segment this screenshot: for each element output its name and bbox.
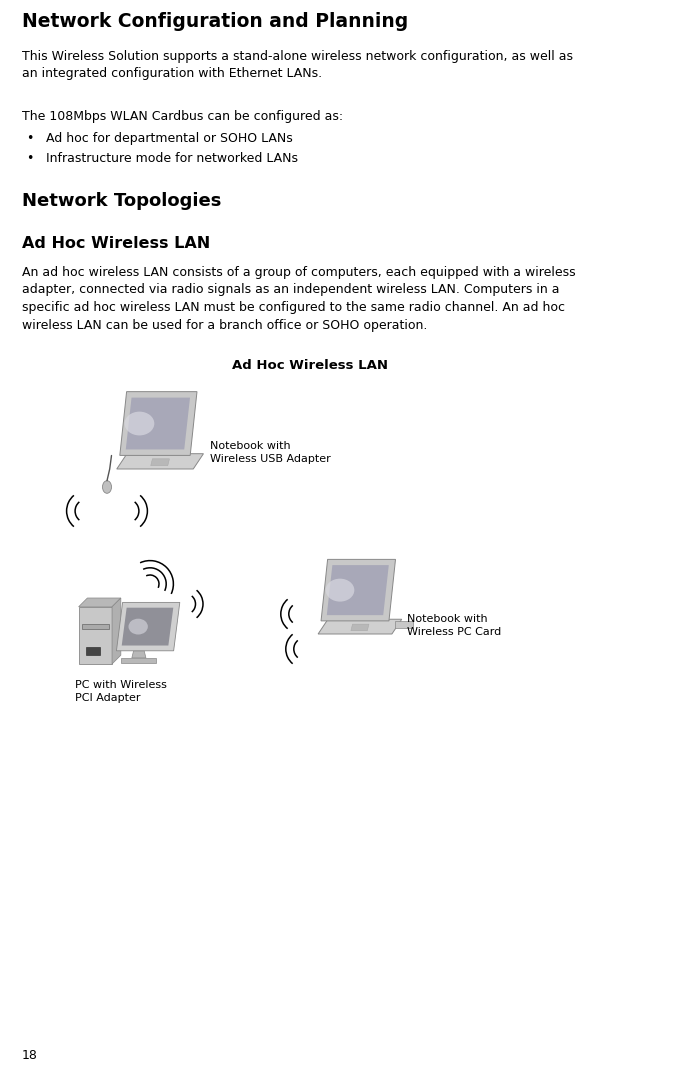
Polygon shape bbox=[321, 559, 395, 621]
Polygon shape bbox=[122, 658, 156, 663]
Polygon shape bbox=[79, 598, 121, 607]
Ellipse shape bbox=[102, 481, 111, 494]
Text: Network Topologies: Network Topologies bbox=[22, 192, 221, 210]
Text: 18: 18 bbox=[22, 1049, 38, 1062]
Polygon shape bbox=[117, 454, 203, 469]
Text: Notebook with
Wireless USB Adapter: Notebook with Wireless USB Adapter bbox=[210, 441, 331, 465]
Polygon shape bbox=[122, 608, 173, 646]
Polygon shape bbox=[395, 621, 413, 628]
Text: Ad Hoc Wireless LAN: Ad Hoc Wireless LAN bbox=[232, 359, 388, 372]
Polygon shape bbox=[351, 624, 369, 631]
Text: Infrastructure mode for networked LANs: Infrastructure mode for networked LANs bbox=[46, 152, 298, 165]
Polygon shape bbox=[151, 459, 169, 466]
Text: •: • bbox=[26, 132, 33, 146]
Ellipse shape bbox=[325, 579, 354, 602]
Text: Network Configuration and Planning: Network Configuration and Planning bbox=[22, 12, 408, 31]
Polygon shape bbox=[120, 391, 197, 455]
Text: This Wireless Solution supports a stand-alone wireless network configuration, as: This Wireless Solution supports a stand-… bbox=[22, 50, 573, 81]
Ellipse shape bbox=[129, 619, 148, 635]
Polygon shape bbox=[327, 565, 389, 616]
Text: •: • bbox=[26, 152, 33, 165]
FancyBboxPatch shape bbox=[82, 624, 108, 628]
Text: Ad hoc for departmental or SOHO LANs: Ad hoc for departmental or SOHO LANs bbox=[46, 132, 293, 146]
Ellipse shape bbox=[124, 412, 154, 436]
Polygon shape bbox=[79, 607, 112, 664]
Polygon shape bbox=[112, 598, 121, 664]
Polygon shape bbox=[132, 651, 146, 658]
Polygon shape bbox=[126, 398, 190, 450]
Polygon shape bbox=[117, 603, 180, 651]
Text: An ad hoc wireless LAN consists of a group of computers, each equipped with a wi: An ad hoc wireless LAN consists of a gro… bbox=[22, 266, 576, 332]
Text: The 108Mbps WLAN Cardbus can be configured as:: The 108Mbps WLAN Cardbus can be configur… bbox=[22, 110, 343, 123]
FancyBboxPatch shape bbox=[86, 647, 100, 655]
Text: Notebook with
Wireless PC Card: Notebook with Wireless PC Card bbox=[407, 614, 501, 637]
Text: PC with Wireless
PCI Adapter: PC with Wireless PCI Adapter bbox=[75, 680, 167, 703]
Polygon shape bbox=[318, 619, 401, 634]
Text: Ad Hoc Wireless LAN: Ad Hoc Wireless LAN bbox=[22, 236, 210, 251]
